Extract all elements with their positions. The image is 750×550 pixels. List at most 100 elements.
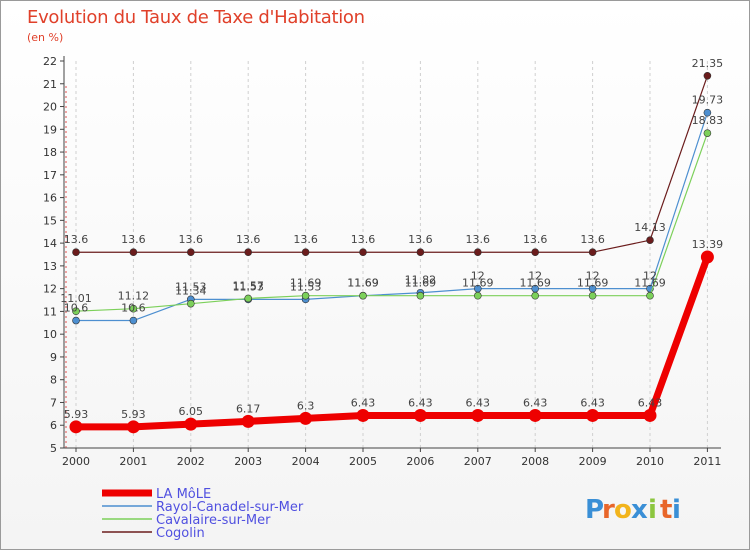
y-tick-label: 5 [50,442,57,455]
data-point [473,291,482,300]
data-point [531,291,540,300]
data-label: 6.43 [351,396,376,409]
data-label: 13.6 [236,233,261,246]
y-tick-label: 12 [43,283,57,296]
x-tick-label: 2003 [234,455,262,468]
data-label: 13.6 [64,233,89,246]
series-line-1 [76,112,708,322]
data-point [72,316,80,325]
data-label: 6.3 [297,399,315,412]
logo-letter: o [614,495,632,525]
data-label: 14.13 [634,221,666,234]
data-label: 11.69 [405,277,437,290]
y-tick-label: 13 [43,260,57,273]
legend-label: Cavalaire-sur-Mer [156,513,271,528]
x-tick-label: 2000 [62,455,90,468]
y-tick-label: 21 [43,78,57,91]
data-label: 11.34 [175,285,207,298]
series-line-2 [75,132,708,312]
data-label: 6.17 [236,402,261,415]
data-label: 5.93 [64,408,89,421]
data-label: 13.6 [408,233,433,246]
data-label: 11.69 [519,277,551,290]
data-label: 6.43 [466,396,491,409]
x-tick-label: 2008 [521,455,549,468]
logo-letter: i [648,495,657,525]
logo-letter: r [602,495,615,525]
data-label: 11.12 [118,290,150,303]
x-tick-label: 2006 [406,455,434,468]
data-point [301,291,310,300]
data-label: 13.6 [293,233,318,246]
data-point [703,71,712,80]
data-label: 12 [643,270,657,283]
legend-label: Rayol-Canadel-sur-Mer [156,500,304,515]
data-label: 11.69 [577,277,609,290]
x-tick-label: 2010 [636,455,664,468]
y-tick-label: 7 [50,396,57,409]
data-point [299,411,313,425]
data-point [703,129,712,137]
data-label: 18.83 [692,114,724,127]
data-point [244,294,252,303]
x-tick-label: 2009 [579,455,607,468]
data-label: 6.43 [580,396,605,409]
chart-subtitle: (en %) [27,31,64,44]
y-tick-label: 16 [43,192,57,205]
y-tick-label: 15 [43,214,57,227]
data-label: 12 [471,270,485,283]
data-label: 13.39 [692,238,724,251]
data-point [471,408,485,422]
logo-letter: P [585,495,604,525]
data-point [187,299,195,308]
data-point [528,408,542,422]
data-point [586,408,600,422]
x-tick-label: 2007 [464,455,492,468]
y-tick-label: 18 [43,146,57,159]
x-tick-label: 2004 [292,455,320,468]
data-label: 13.6 [179,233,204,246]
data-label: 11.53 [232,280,264,293]
data-label: 11.57 [232,279,264,292]
data-label: 11.01 [60,292,92,305]
data-point [531,248,540,257]
data-point [244,248,252,257]
x-tick-label: 2001 [119,455,147,468]
data-point [69,420,83,434]
data-point [72,307,80,315]
data-point [646,291,654,300]
y-tick-label: 8 [50,374,57,387]
series-line-0 [76,75,708,253]
y-tick-label: 10 [43,328,57,341]
y-tick-label: 22 [43,55,57,68]
proxiti-logo: Pr o x i t i [585,495,681,525]
data-point [129,316,138,325]
chart-title: Evolution du Taux de Taxe d'Habitation [27,7,365,28]
data-label: 6.05 [179,405,204,418]
logo-letter: t [660,495,672,525]
x-tick-label: 2005 [349,455,377,468]
data-point [184,417,198,431]
data-point [646,236,654,244]
data-label: 5.93 [121,408,146,421]
data-label: 13.6 [121,233,146,246]
data-point [588,291,597,300]
data-point [356,408,370,422]
data-point [359,248,367,257]
y-tick-label: 11 [43,305,57,318]
legend-label: Cogolin [156,526,205,541]
data-point [241,414,255,428]
data-label: 6.43 [638,396,663,409]
data-label: 13.6 [523,233,548,246]
data-label: 12 [528,270,542,283]
y-tick-label: 14 [43,237,57,250]
data-label: 13.6 [351,233,376,246]
data-label: 11.82 [405,274,437,287]
data-point [473,248,482,257]
y-tick-label: 9 [50,351,57,364]
data-point [359,291,367,300]
data-label: 13.6 [580,233,605,246]
data-point [129,304,138,313]
